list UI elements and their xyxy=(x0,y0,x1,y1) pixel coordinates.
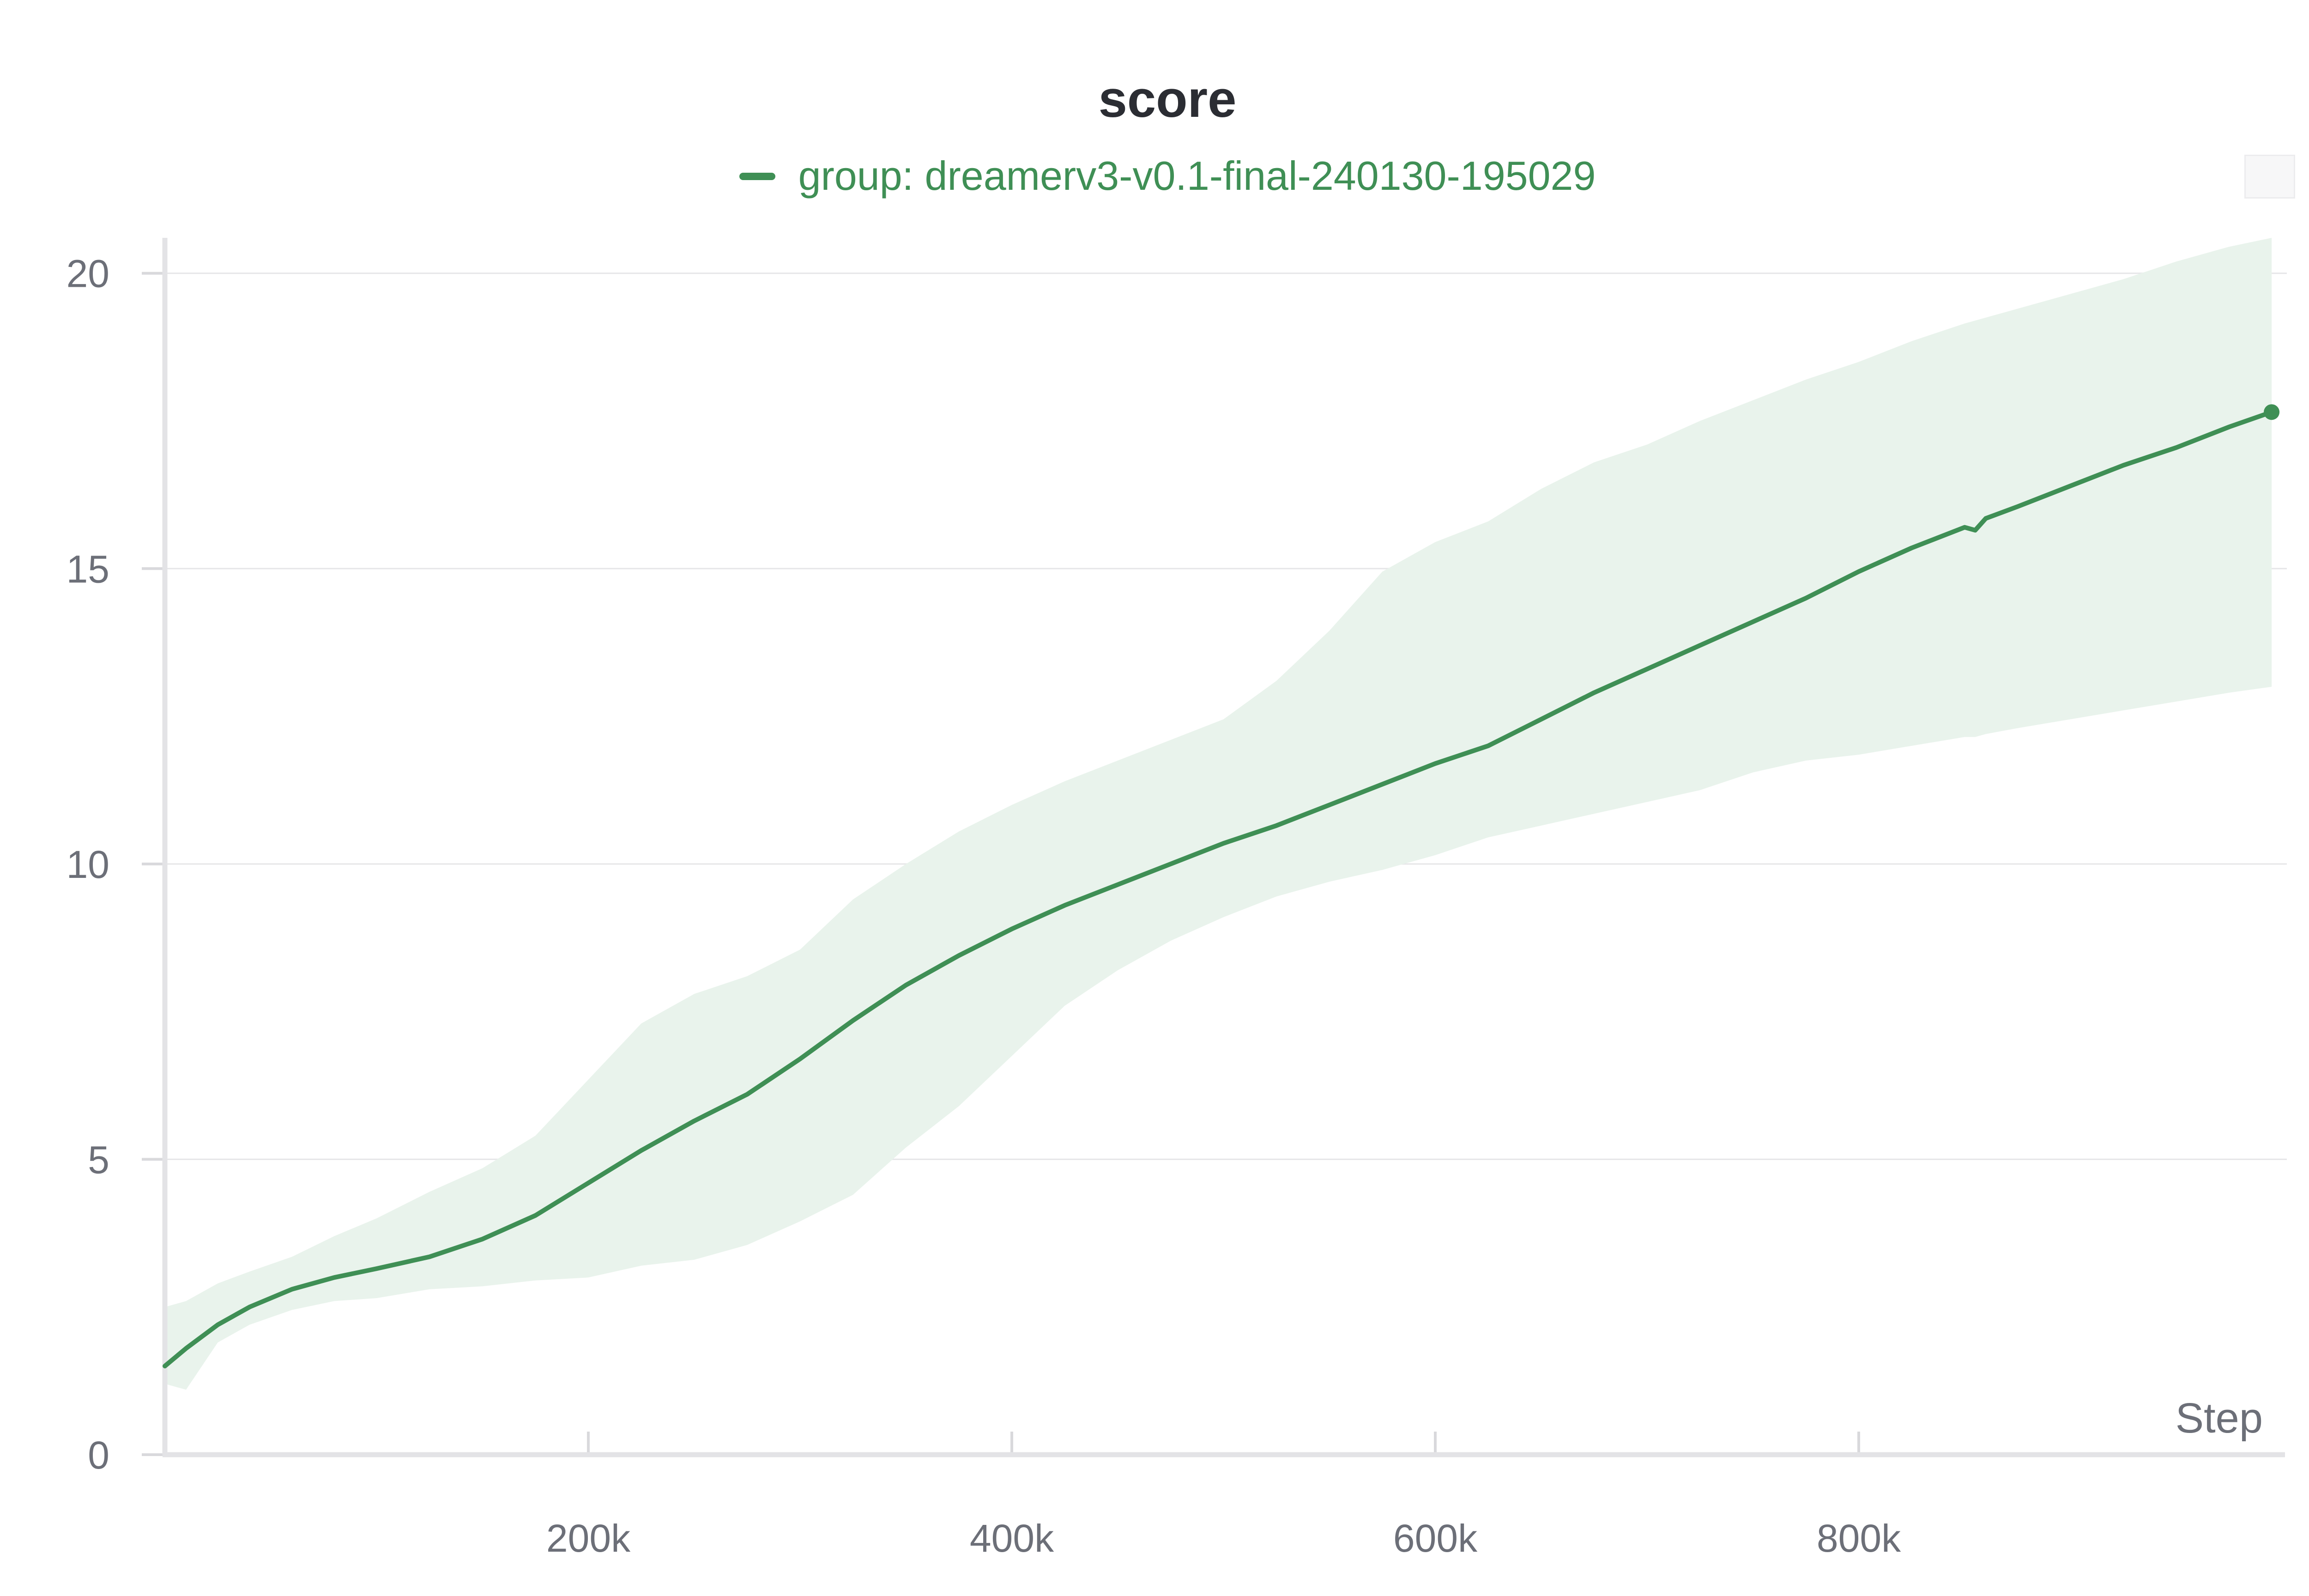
chart-title: score xyxy=(1098,70,1237,128)
legend-label: group: dreamerv3-v0.1-final-240130-19502… xyxy=(798,153,1596,199)
y-tick-label: 0 xyxy=(88,1433,109,1477)
x-tick-label: 800k xyxy=(1817,1517,1901,1560)
legend[interactable]: group: dreamerv3-v0.1-final-240130-19502… xyxy=(0,152,2309,200)
series-end-point[interactable] xyxy=(2264,404,2280,420)
x-axis-title: Step xyxy=(2176,1395,2263,1442)
legend-options-button[interactable] xyxy=(2244,155,2295,199)
y-tick-label: 10 xyxy=(66,843,109,886)
y-tick-label: 20 xyxy=(66,252,109,296)
x-tick-label: 400k xyxy=(970,1517,1054,1560)
y-tick-label: 5 xyxy=(88,1138,109,1181)
x-tick-label: 600k xyxy=(1393,1517,1478,1560)
x-tick-label: 200k xyxy=(546,1517,631,1560)
legend-swatch xyxy=(739,172,775,180)
series-line[interactable] xyxy=(163,410,2274,1369)
y-tick-label: 15 xyxy=(66,547,109,591)
series-band xyxy=(165,238,2272,1390)
